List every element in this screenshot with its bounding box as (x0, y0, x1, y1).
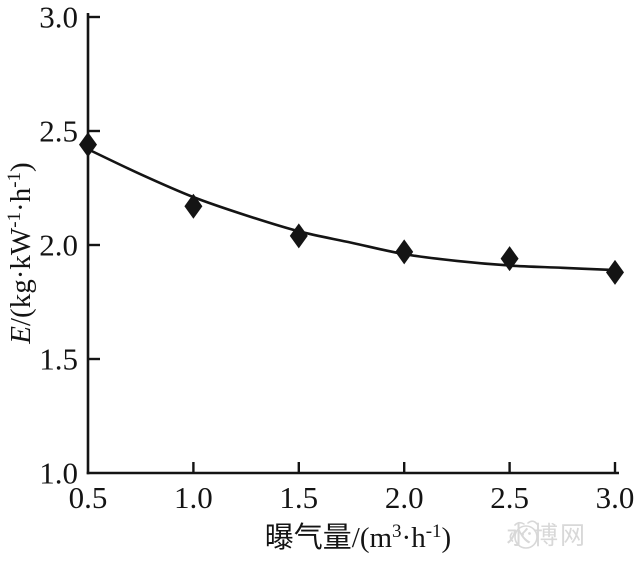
y-tick-label: 1.5 (39, 342, 78, 377)
data-point (500, 246, 519, 272)
fit-curve (87, 148, 616, 272)
y-tick-label: 1.0 (39, 456, 78, 491)
y-axis-title-symbol: E (5, 326, 37, 345)
y-axis-title: E/(kg·kW-1·h-1) (4, 162, 37, 344)
x-tick-label: 2.5 (490, 480, 529, 515)
water-drop-mascot-icon (509, 520, 538, 549)
x-tick-label: 2.0 (385, 480, 424, 515)
watermark: 水博网 (506, 516, 587, 552)
x-axis-title: 曝气量/(m3·h-1) (265, 521, 451, 554)
data-point (606, 259, 624, 285)
plot-generated: 1.01.52.02.53.00.5 1.0 1.5 2.0 2.5 3.0 (39, 0, 634, 515)
x-tick-label: 0.5 (69, 480, 108, 515)
x-tick-label: 3.0 (596, 480, 635, 515)
x-tick-label: 1.5 (279, 480, 318, 515)
y-tick-label: 2.0 (39, 228, 78, 263)
data-point (289, 223, 308, 249)
data-point (395, 239, 414, 265)
data-point (79, 132, 97, 158)
data-point (184, 193, 203, 219)
y-tick-label: 3.0 (39, 0, 78, 35)
x-tick-label: 1.0 (174, 480, 213, 515)
y-tick-label: 2.5 (39, 114, 78, 149)
